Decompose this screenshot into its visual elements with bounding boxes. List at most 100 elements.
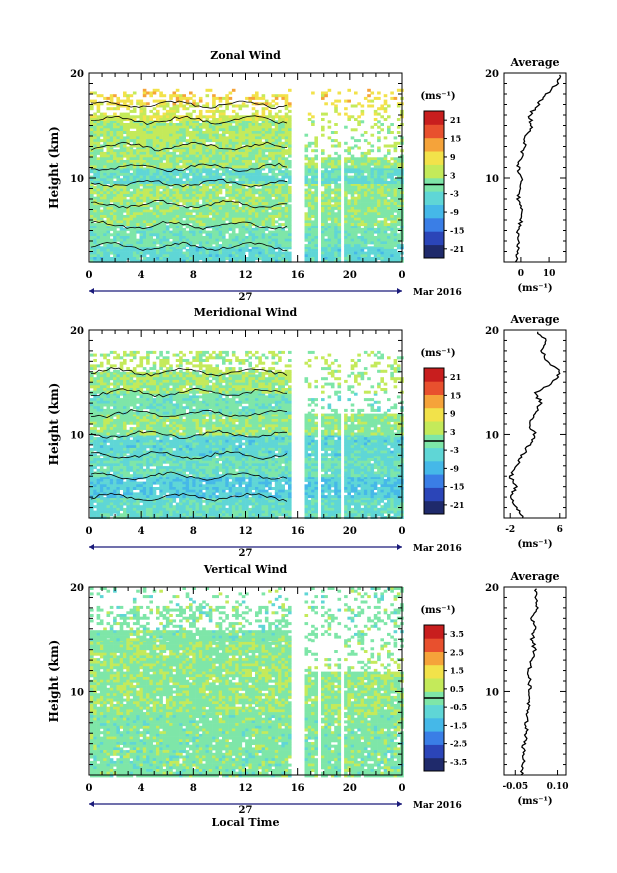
heatmap-cell xyxy=(116,248,120,252)
heatmap-cell xyxy=(146,118,150,121)
heatmap-cell xyxy=(152,248,157,252)
heatmap-cell xyxy=(271,199,276,203)
heatmap-cell xyxy=(390,246,394,250)
heatmap-cell xyxy=(179,196,183,200)
heatmap-cell xyxy=(99,131,104,134)
heatmap-cell xyxy=(321,246,325,250)
heatmap-cell xyxy=(311,225,315,229)
heatmap-cell xyxy=(238,115,243,119)
heatmap-cell xyxy=(129,241,134,245)
heatmap-cell xyxy=(218,244,223,248)
heatmap-cell xyxy=(238,125,243,129)
heatmap-cell xyxy=(255,215,259,218)
heatmap-cell xyxy=(139,212,144,216)
heatmap-cell xyxy=(373,251,378,255)
heatmap-cell xyxy=(370,104,375,108)
heatmap-cell xyxy=(109,160,114,163)
heatmap-cell xyxy=(377,227,381,231)
heatmap-cell xyxy=(205,125,210,129)
heatmap-cell xyxy=(370,175,375,179)
heatmap-cell xyxy=(344,497,348,501)
heatmap-cell xyxy=(248,139,252,143)
heatmap-cell xyxy=(231,88,236,92)
heatmap-cell xyxy=(324,175,328,179)
heatmap-cell xyxy=(380,107,384,111)
heatmap-cell xyxy=(132,497,137,501)
heatmap-cell xyxy=(90,183,94,187)
heatmap-cell xyxy=(304,165,309,169)
heatmap-cell xyxy=(354,497,358,501)
heatmap-cell xyxy=(225,194,229,197)
heatmap-cell xyxy=(261,160,266,163)
heatmap-cell xyxy=(208,120,213,124)
heatmap-cell xyxy=(202,220,206,224)
heatmap-cell xyxy=(383,202,388,206)
heatmap-cell xyxy=(241,259,246,263)
heatmap-cell xyxy=(156,191,160,195)
heatmap-cell xyxy=(258,96,262,100)
heatmap-cell xyxy=(264,139,269,143)
heatmap-cell xyxy=(109,115,114,119)
heatmap-cell xyxy=(165,154,170,158)
heatmap-cell xyxy=(96,128,101,132)
heatmap-cell xyxy=(198,251,203,255)
heatmap-cell xyxy=(330,188,335,192)
heatmap-cell xyxy=(264,202,269,206)
heatmap-cell xyxy=(245,139,249,143)
heatmap-cell xyxy=(106,157,111,161)
heatmap-cell xyxy=(311,215,315,218)
heatmap-cell xyxy=(321,225,325,229)
heatmap-cell xyxy=(337,233,342,237)
heatmap-cell xyxy=(350,191,355,195)
heatmap-cell xyxy=(261,206,266,210)
heatmap-cell xyxy=(96,257,101,260)
heatmap-cell xyxy=(360,248,365,252)
heatmap-cell xyxy=(139,199,144,203)
heatmap-cell xyxy=(258,133,262,137)
heatmap-cell xyxy=(380,178,384,182)
heatmap-cell xyxy=(314,188,318,192)
heatmap-cell xyxy=(212,220,216,224)
heatmap-cell xyxy=(103,497,107,501)
heatmap-cell xyxy=(139,230,144,234)
heatmap-cell xyxy=(139,181,144,184)
heatmap-cell xyxy=(255,125,259,129)
heatmap-cell xyxy=(274,94,279,98)
heatmap-cell xyxy=(357,225,361,229)
heatmap-cell xyxy=(103,139,107,143)
heatmap-cell xyxy=(344,248,348,252)
heatmap-cell xyxy=(324,238,328,242)
heatmap-cell xyxy=(327,194,332,197)
heatmap-cell xyxy=(218,227,223,231)
heatmap-cell xyxy=(106,151,111,155)
heatmap-cell xyxy=(367,202,371,206)
heatmap-cell xyxy=(162,244,167,248)
heatmap-cell xyxy=(330,181,335,184)
heatmap-cell xyxy=(284,96,289,100)
heatmap-cell xyxy=(99,123,104,126)
heatmap-cell xyxy=(172,185,177,189)
colorbar-segment xyxy=(424,204,444,219)
heatmap-cell xyxy=(202,115,206,119)
heatmap-cell xyxy=(172,123,177,126)
heatmap-cell xyxy=(393,162,398,166)
heatmap-cell xyxy=(99,238,104,242)
heatmap-cell xyxy=(380,115,384,119)
heatmap-cell xyxy=(281,217,285,221)
heatmap-cell xyxy=(334,206,338,210)
heatmap-cell xyxy=(165,175,170,179)
heatmap-cell xyxy=(304,217,309,221)
heatmap-cell xyxy=(99,181,104,184)
heatmap-cell xyxy=(179,259,183,263)
heatmap-cell xyxy=(123,246,127,250)
heatmap-cell xyxy=(119,118,124,121)
heatmap-cell xyxy=(189,91,193,95)
heatmap-cell xyxy=(251,241,256,245)
heatmap-cell xyxy=(396,202,401,206)
heatmap-cell xyxy=(360,112,365,116)
heatmap-cell xyxy=(324,191,328,195)
heatmap-cell xyxy=(261,181,266,184)
heatmap-cell xyxy=(99,185,104,189)
heatmap-cell xyxy=(307,188,312,192)
heatmap-cell xyxy=(258,149,262,153)
